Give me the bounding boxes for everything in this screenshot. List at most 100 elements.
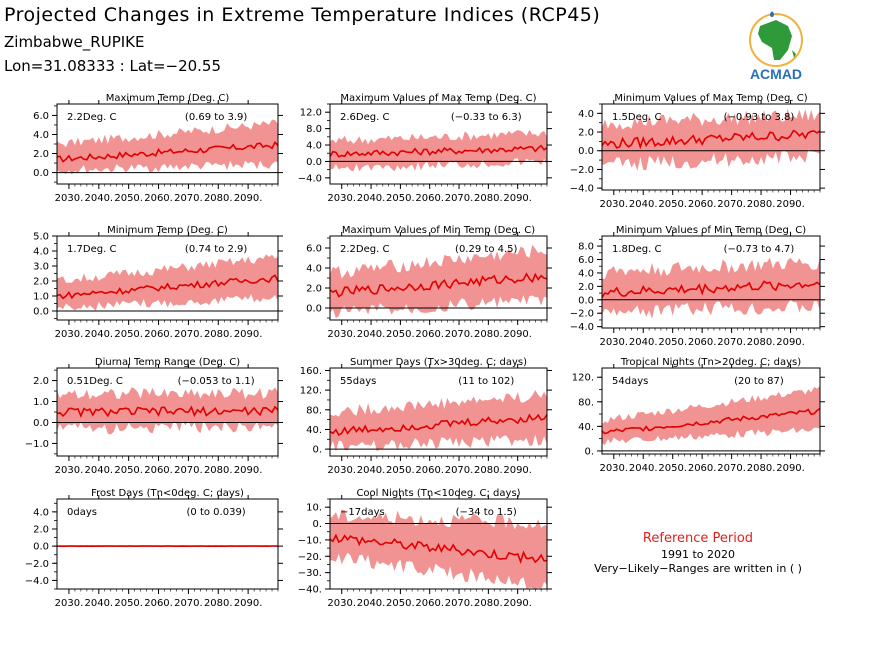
x-tick-label: 2080.	[747, 199, 776, 210]
ensemble-mean-line	[329, 413, 548, 437]
x-tick-label: 2090.	[776, 199, 805, 210]
reference-period-title: Reference Period	[642, 531, 754, 546]
y-tick-label: −2.0	[570, 309, 594, 320]
chart-panel: Frost Days (Tn<0deg. C; days) 0days (0 to …	[25, 488, 283, 609]
plot-frame	[601, 103, 821, 191]
mean-change-label: 0days	[67, 507, 97, 518]
y-tick-label: 10.	[306, 503, 322, 514]
very-likely-range-label: (−0.33 to 6.3)	[451, 112, 522, 123]
y-tick-label: 2.0	[33, 149, 49, 160]
y-tick-label: 160.	[300, 366, 322, 377]
panel-title: Minimum Temp (Deg. C)	[107, 225, 228, 236]
plot-frame	[56, 498, 279, 590]
x-tick-label: 2070.	[717, 337, 746, 348]
very-likely-range-label: (−0.93 to 3.8)	[724, 112, 795, 123]
x-tick-label: 2030.	[327, 465, 356, 476]
y-tick-label: 2.0	[33, 525, 49, 536]
plot-frame	[329, 367, 548, 457]
y-tick-label: 6.0	[306, 244, 322, 255]
x-tick-label: 2050.	[386, 329, 415, 340]
y-tick-label: 0.	[312, 445, 322, 456]
x-tick-label: 2060.	[144, 329, 173, 340]
panel-title: Minimum Values of Max Temp (Deg. C)	[614, 93, 807, 104]
plot-frame	[329, 498, 548, 590]
x-tick-label: 2040.	[84, 465, 113, 476]
x-tick-label: 2040.	[629, 199, 658, 210]
y-tick-label: −2.0	[570, 165, 594, 176]
very-likely-range-label: (20 to 87)	[734, 376, 784, 387]
y-tick-label: −2.0	[25, 559, 49, 570]
x-tick-label: 2050.	[386, 465, 415, 476]
x-tick-label: 2090.	[503, 193, 532, 204]
ensemble-mean-line	[329, 272, 548, 298]
y-tick-label: −40.	[298, 585, 322, 596]
mean-change-label: 1.8Deg. C	[612, 244, 661, 255]
plot-frame	[601, 367, 821, 455]
x-tick-label: 2060.	[415, 329, 444, 340]
x-tick-label: 2070.	[445, 598, 474, 609]
likely-range-band	[330, 509, 547, 589]
acmad-logo: ACMAD	[749, 11, 803, 82]
mean-change-label: 0.51Deg. C	[67, 376, 123, 387]
mean-change-label: −17days	[340, 507, 385, 518]
x-tick-label: 2090.	[234, 329, 263, 340]
x-tick-label: 2090.	[234, 465, 263, 476]
x-tick-label: 2030.	[327, 193, 356, 204]
reference-period-years: 1991 to 2020	[660, 548, 736, 561]
x-tick-label: 2060.	[688, 463, 717, 474]
y-tick-label: 4.0	[33, 247, 49, 258]
very-likely-range-label: (−0.053 to 1.1)	[178, 376, 255, 387]
y-tick-label: 4.0	[33, 130, 49, 141]
x-tick-label: 2070.	[445, 465, 474, 476]
chart-panel: Maximum Values of Max Temp (Deg. C) 2.6De…	[298, 93, 552, 204]
very-likely-range-label: (−0.73 to 4.7)	[724, 244, 795, 255]
y-tick-label: 0.0	[578, 146, 594, 157]
x-tick-label: 2090.	[503, 329, 532, 340]
station-name: Zimbabwe_RUPIKE	[4, 33, 145, 51]
mean-change-label: 1.5Deg. C	[612, 112, 661, 123]
chart-panel: Maximum Temp (Deg. C) 2.2Deg. C (0.69 to 3…	[33, 93, 283, 204]
y-tick-label: 4.0	[578, 109, 594, 120]
chart-panel: Cool Nights (Tn<10deg. C; days) −17days (−…	[298, 488, 552, 609]
x-tick-label: 2030.	[599, 463, 628, 474]
x-tick-label: 2090.	[503, 465, 532, 476]
y-tick-label: 0.0	[578, 295, 594, 306]
x-tick-label: 2040.	[357, 329, 386, 340]
x-tick-label: 2070.	[174, 329, 203, 340]
mean-change-label: 2.2Deg. C	[340, 244, 389, 255]
x-tick-label: 2050.	[114, 598, 143, 609]
x-tick-label: 2080.	[474, 598, 503, 609]
y-tick-label: 40.	[578, 422, 594, 433]
x-tick-label: 2040.	[357, 598, 386, 609]
chart-panel: Diurnal Temp Range (Deg. C) 0.51Deg. C (−0…	[25, 357, 283, 476]
y-tick-label: 3.0	[33, 262, 49, 273]
y-tick-label: −4.0	[25, 576, 49, 587]
y-tick-label: 0.0	[33, 418, 49, 429]
panel-title: Summer Days (Tx>30deg. C; days)	[350, 357, 527, 368]
very-likely-range-label: (0 to 0.039)	[187, 507, 246, 518]
x-tick-label: 2070.	[174, 193, 203, 204]
y-tick-label: 120.	[572, 373, 594, 384]
x-tick-label: 2080.	[204, 465, 233, 476]
y-tick-label: 6.0	[578, 255, 594, 266]
x-tick-label: 2030.	[55, 329, 84, 340]
ensemble-mean-line	[329, 144, 548, 158]
y-tick-label: −4.0	[298, 173, 322, 184]
x-tick-label: 2060.	[144, 598, 173, 609]
x-tick-label: 2050.	[386, 598, 415, 609]
ensemble-mean-line	[56, 274, 279, 300]
x-tick-label: 2030.	[55, 193, 84, 204]
x-tick-label: 2040.	[84, 598, 113, 609]
very-likely-range-label: (0.29 to 4.5)	[455, 244, 517, 255]
x-tick-label: 2060.	[415, 465, 444, 476]
x-tick-label: 2080.	[204, 193, 233, 204]
likely-range-band	[602, 257, 820, 319]
x-tick-label: 2060.	[144, 193, 173, 204]
likely-range-band	[330, 390, 547, 452]
plot-frame	[601, 235, 821, 329]
y-tick-label: −4.0	[570, 322, 594, 333]
ensemble-mean-line	[56, 140, 279, 163]
x-tick-label: 2040.	[629, 337, 658, 348]
ensemble-mean-line	[601, 407, 821, 435]
